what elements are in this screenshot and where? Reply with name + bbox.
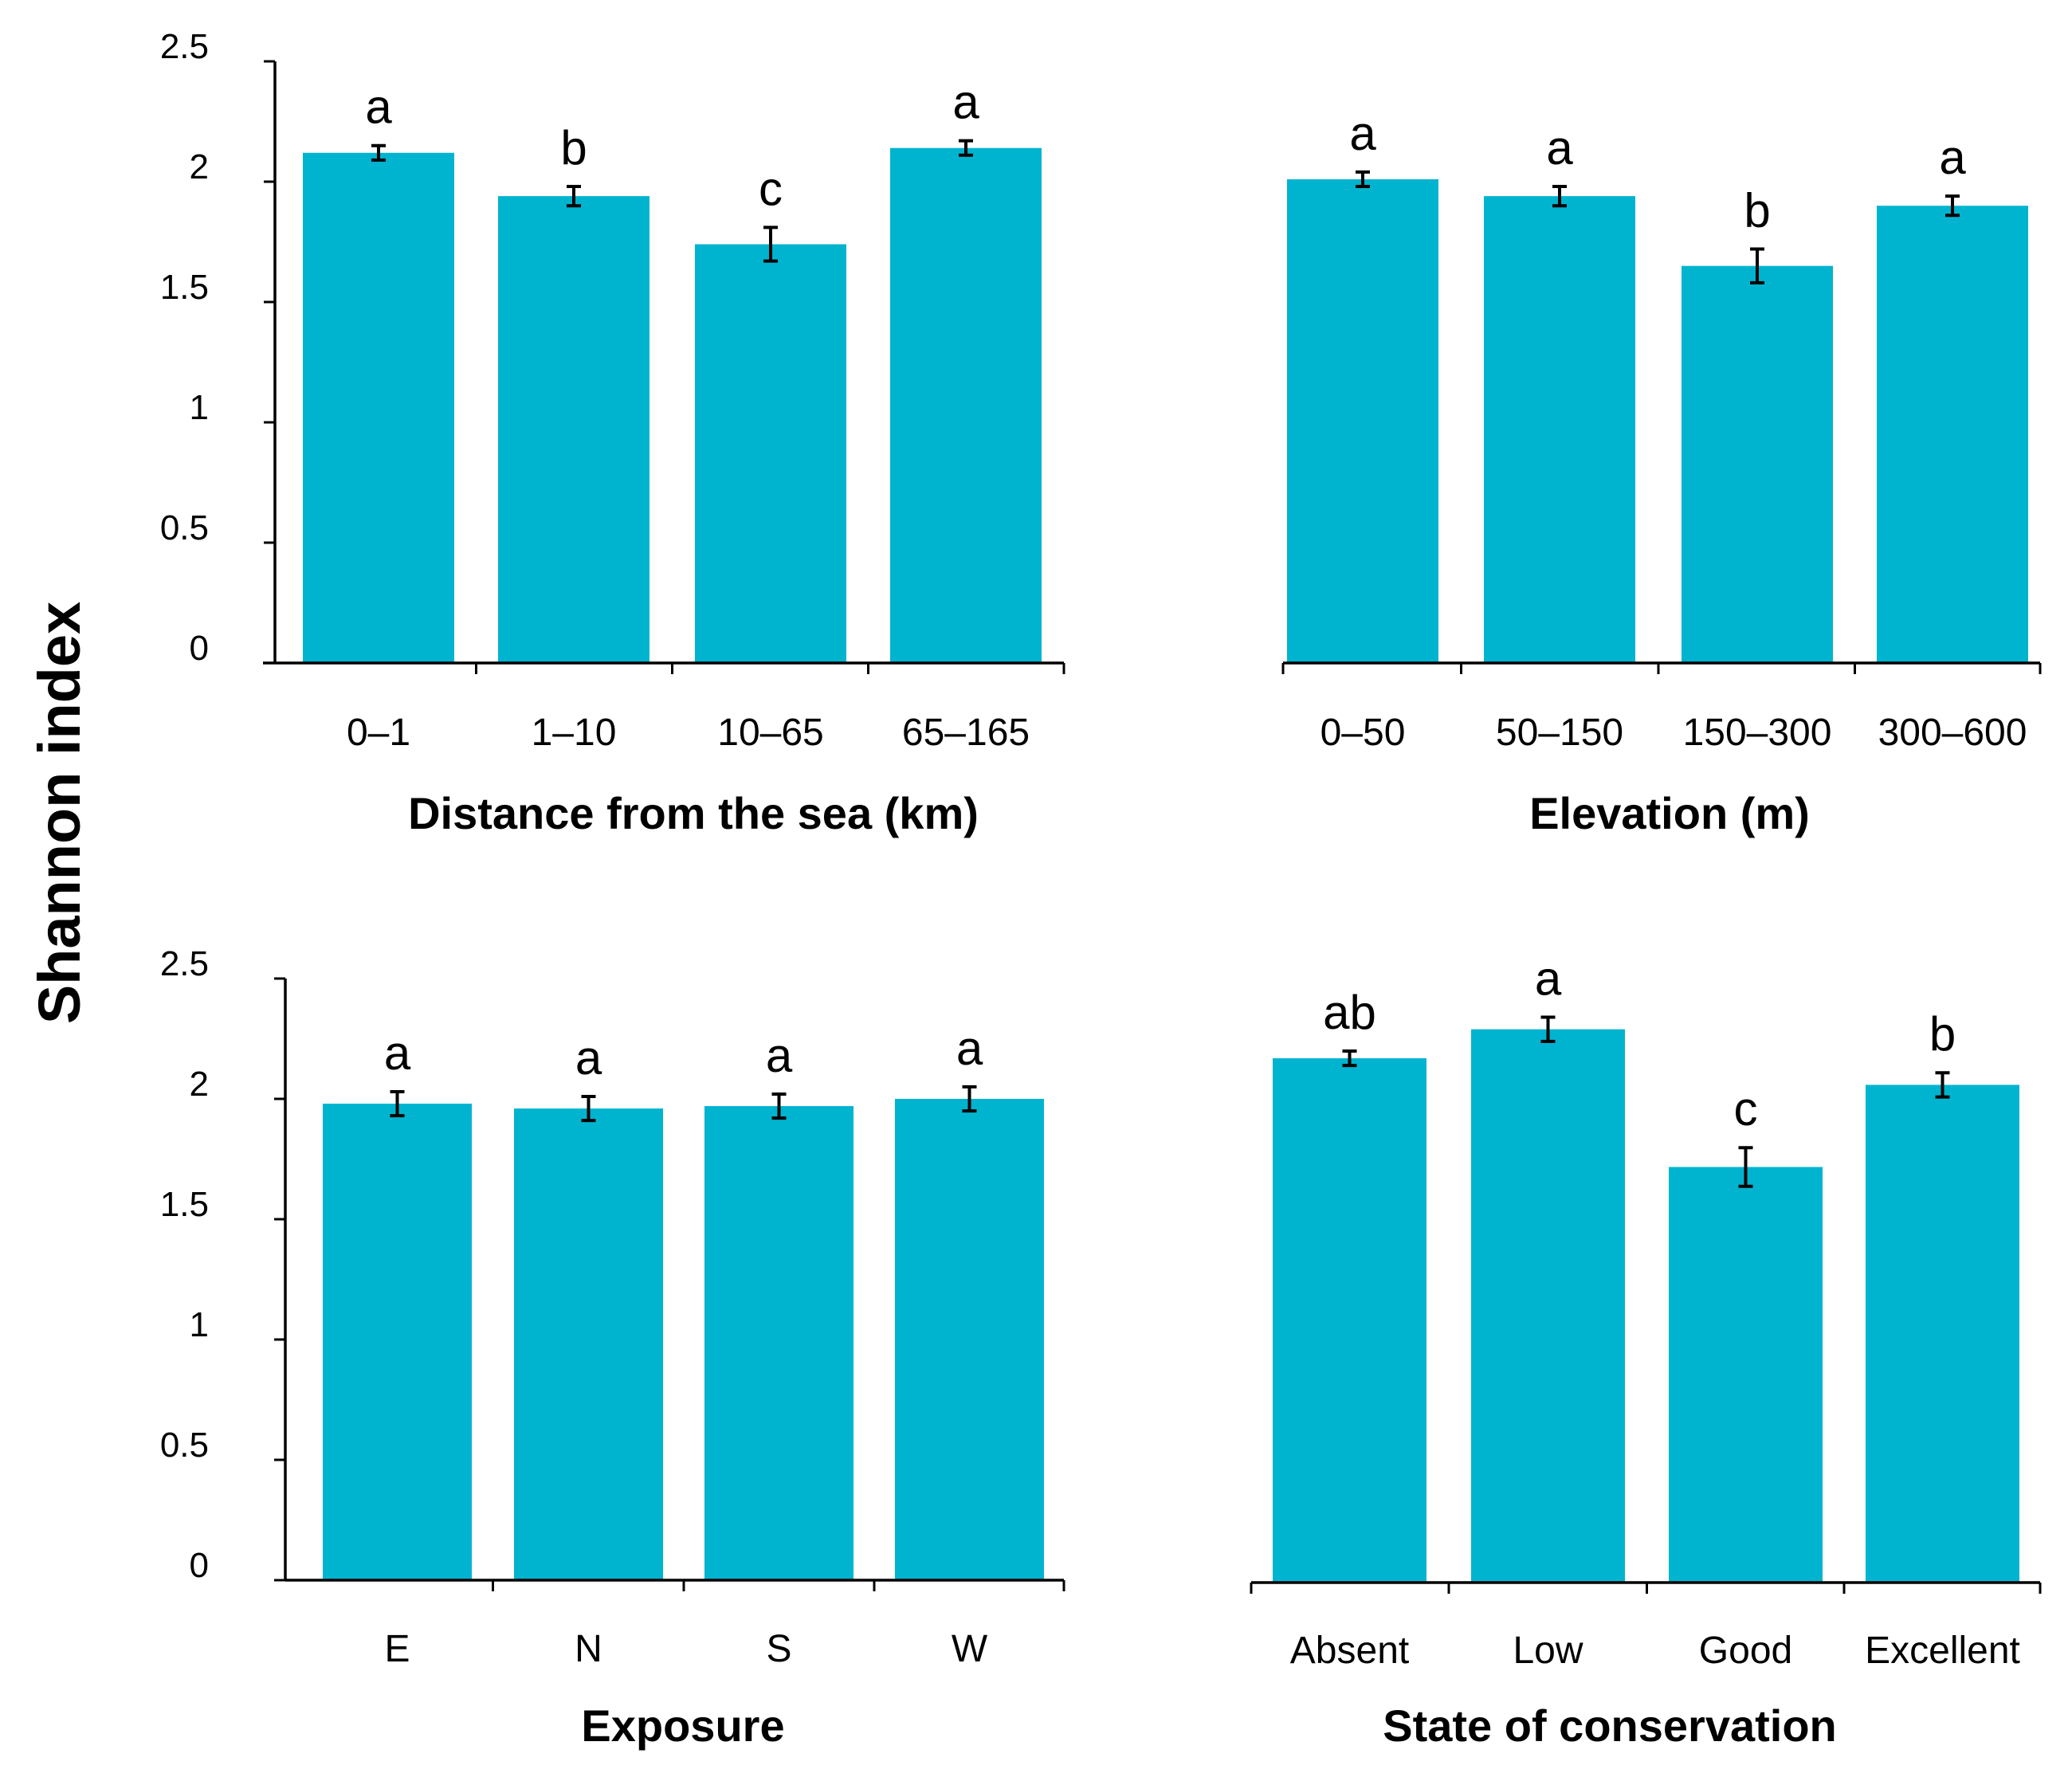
y-tick-label: 2.5: [160, 27, 209, 66]
error-bar: [763, 226, 778, 263]
x-tick-label: Low: [1513, 1630, 1583, 1672]
bar: [498, 196, 649, 663]
error-bar: [1552, 185, 1567, 208]
error-bar: [581, 1094, 596, 1123]
x-tick-label: W: [952, 1628, 988, 1670]
bar: [1471, 1029, 1625, 1583]
bar: [890, 147, 1042, 664]
x-tick-label: 0–1: [347, 712, 410, 754]
bar: [323, 1104, 472, 1580]
significance-letter: a: [1939, 131, 1966, 184]
y-tick-label: 0: [190, 1546, 209, 1585]
bar: [1484, 196, 1635, 663]
y-tick-label: 2.5: [160, 944, 209, 983]
bar: [1273, 1058, 1426, 1583]
error-bar: [390, 1089, 405, 1118]
significance-letter: a: [956, 1022, 983, 1075]
error-bar: [1356, 170, 1370, 189]
x-tick-label: 1–10: [532, 712, 617, 754]
x-tick-label: 0–50: [1321, 712, 1406, 754]
significance-letter: ab: [1323, 986, 1376, 1039]
y-tick-label: 1.5: [160, 268, 209, 307]
y-tick-label: 0.5: [160, 1426, 209, 1465]
x-tick-label: 50–150: [1496, 712, 1623, 754]
bar: [1866, 1085, 2019, 1583]
bar: [514, 1108, 663, 1580]
shared-y-axis-label: Shannon index: [26, 602, 92, 1024]
error-bar: [1540, 1015, 1556, 1043]
x-tick-label: N: [575, 1628, 602, 1670]
error-bar: [959, 139, 973, 157]
significance-letter: c: [1734, 1082, 1758, 1136]
error-bar: [1750, 247, 1764, 284]
y-tick-label: 1: [190, 1305, 209, 1344]
error-bar: [371, 143, 386, 162]
significance-letter: a: [952, 76, 979, 129]
bar: [1877, 206, 2028, 663]
x-tick-label: E: [384, 1628, 410, 1670]
bar: [1287, 178, 1438, 664]
y-tick-label: 0: [190, 629, 209, 668]
significance-letter: a: [575, 1031, 602, 1085]
bar: [695, 244, 846, 663]
x-axis-title: Exposure: [581, 1701, 784, 1751]
y-tick-label: 2: [190, 1065, 209, 1104]
significance-letter: a: [1535, 952, 1562, 1006]
y-tick-label: 0.5: [160, 508, 209, 547]
error-bar: [1935, 1071, 1950, 1099]
x-tick-label: Absent: [1290, 1630, 1409, 1672]
significance-letter: a: [1546, 121, 1573, 175]
x-tick-label: Excellent: [1865, 1630, 2020, 1672]
error-bar: [1738, 1146, 1753, 1188]
x-tick-label: 65–165: [902, 712, 1030, 754]
x-axis-title: Distance from the sea (km): [408, 788, 979, 838]
x-axis-title: Elevation (m): [1529, 788, 1810, 838]
error-bar: [771, 1092, 787, 1120]
significance-letter: b: [1929, 1007, 1956, 1061]
x-axis-title: State of conservation: [1383, 1701, 1836, 1751]
significance-letter: c: [759, 162, 783, 215]
bar: [704, 1106, 854, 1580]
error-bar: [1342, 1049, 1357, 1068]
chart-panel-2: a a b a 0–50 50–150 150–300 300–600 Elevation (m…: [1281, 107, 2042, 838]
chart-panel-4: ab a c b Absent Low Good Excellent State of cons…: [1250, 952, 2042, 1751]
x-tick-label: Good: [1699, 1630, 1792, 1672]
error-bar: [567, 185, 581, 208]
bar: [895, 1099, 1044, 1580]
error-bar: [962, 1085, 977, 1113]
y-tick-label: 1: [190, 388, 209, 427]
significance-letter: a: [384, 1026, 411, 1080]
chart-panel-1: a b c a 0–1 1–10 10–65 65–165 Distance from the …: [160, 27, 1065, 838]
x-tick-label: S: [766, 1628, 791, 1670]
y-tick-label: 1.5: [160, 1185, 209, 1224]
significance-letter: a: [365, 80, 392, 134]
chart-panel-3: a a a a E N S W Exposure 0 0.5 1 1.5 2 2.5: [160, 944, 1065, 1751]
significance-letter: a: [1349, 107, 1376, 160]
x-tick-label: 300–600: [1878, 712, 2027, 754]
bar: [1682, 265, 1833, 663]
bar: [303, 152, 454, 663]
significance-letter: a: [766, 1029, 793, 1082]
significance-letter: b: [1744, 184, 1770, 237]
bar: [1669, 1167, 1823, 1583]
y-tick-label: 2: [190, 147, 209, 186]
x-tick-label: 10–65: [717, 712, 823, 754]
x-tick-label: 150–300: [1683, 712, 1832, 754]
error-bar: [1945, 194, 1960, 218]
significance-letter: b: [560, 121, 587, 175]
